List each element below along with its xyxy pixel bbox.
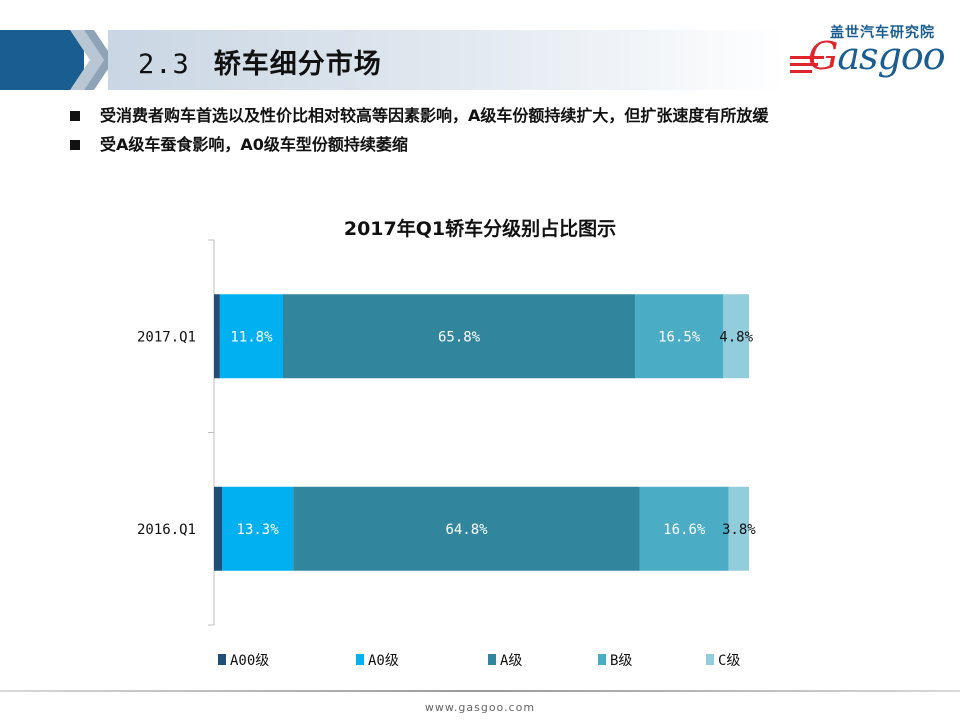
bar-segment — [639, 486, 729, 571]
header-accent-block — [0, 30, 84, 90]
logo-stripe — [790, 56, 824, 59]
stacked-bar-chart: 2017.Q1 11.8% 65.8% 16.5% 4.8% 2016.Q1 13.3% 64… — [137, 239, 756, 669]
bullet-list: 受消费者购车首选以及性价比相对较高等因素影响，A级车份额持续扩大，但扩张速度有所… — [70, 102, 910, 160]
legend-label: A00级 — [230, 653, 269, 669]
square-bullet-icon — [70, 140, 80, 150]
bar-segment — [219, 294, 284, 379]
data-label: 16.6% — [663, 522, 706, 538]
data-label: 3.8% — [722, 522, 756, 538]
data-label: 64.8% — [445, 522, 488, 538]
square-bullet-icon — [70, 111, 80, 121]
bar-segment — [214, 294, 220, 379]
data-label: 11.8% — [230, 329, 273, 345]
legend-swatch — [218, 654, 226, 665]
page-title: 2.3 轿车细分市场 — [138, 42, 382, 81]
header-title-band — [108, 30, 788, 90]
data-label: 16.5% — [658, 329, 701, 345]
logo-stripe — [790, 70, 812, 73]
gasgoo-logo: 盖世汽车研究院 Gasgoo — [790, 20, 950, 90]
bar-segment — [283, 294, 636, 379]
footer-divider — [0, 690, 960, 692]
bar-segment — [222, 486, 294, 571]
category-label: 2017.Q1 — [137, 329, 196, 345]
data-label: 65.8% — [438, 329, 481, 345]
bar-segment — [635, 294, 724, 379]
legend-label: C级 — [718, 653, 740, 669]
section-number: 2.3 — [138, 49, 190, 80]
bar-segment — [723, 294, 749, 379]
logo-english-text: Gasgoo — [808, 34, 946, 78]
bar-segment — [293, 486, 640, 571]
bullet-item: 受消费者购车首选以及性价比相对较高等因素影响，A级车份额持续扩大，但扩张速度有所… — [70, 102, 910, 129]
bar-segment — [728, 486, 749, 571]
legend-swatch — [706, 654, 714, 665]
logo-chinese-text: 盖世汽车研究院 — [830, 25, 935, 41]
bar-segment — [214, 486, 223, 571]
legend-swatch — [488, 654, 496, 665]
data-label: 4.8% — [719, 329, 753, 345]
category-label: 2016.Q1 — [137, 522, 196, 538]
bullet-text: 受消费者购车首选以及性价比相对较高等因素影响，A级车份额持续扩大，但扩张速度有所… — [100, 106, 769, 125]
legend-label: B级 — [610, 653, 632, 669]
bullet-item: 受A级车蚕食影响，A0级车型份额持续萎缩 — [70, 131, 910, 158]
legend-label: A0级 — [368, 653, 399, 669]
header-band: 2.3 轿车细分市场 盖世汽车研究院 Gasgoo — [0, 0, 960, 92]
legend-label: A级 — [500, 653, 522, 669]
legend-swatch — [356, 654, 364, 665]
chart-title: 2017年Q1轿车分级别占比图示 — [343, 218, 617, 240]
data-label: 13.3% — [237, 522, 280, 538]
bullet-text: 受A级车蚕食影响，A0级车型份额持续萎缩 — [100, 135, 408, 154]
section-title: 轿车细分市场 — [213, 49, 382, 80]
logo-stripe — [790, 63, 818, 66]
legend-swatch — [598, 654, 606, 665]
footer-url: www.gasgoo.com — [424, 701, 536, 714]
